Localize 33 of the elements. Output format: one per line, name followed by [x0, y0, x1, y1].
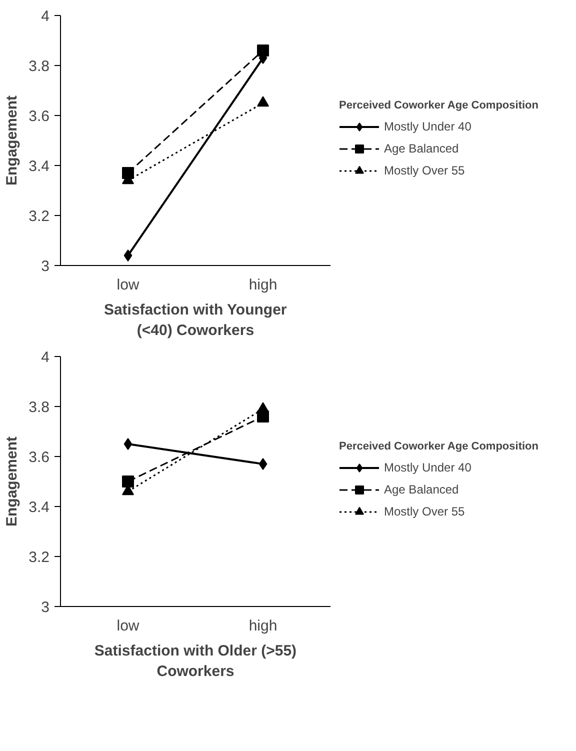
y-tick-label: 3.8 — [28, 399, 50, 416]
x-axis-title: Satisfaction with Younger (<40) Coworkers — [104, 302, 287, 339]
point — [258, 458, 268, 470]
y-tick-label: 4 — [41, 8, 50, 25]
y-tick-label: 3.4 — [28, 499, 50, 516]
x-tick-label: low — [116, 618, 140, 634]
legend-label: Mostly Over 55 — [384, 164, 465, 178]
x-tick-label: high — [248, 276, 278, 294]
point — [257, 44, 269, 56]
y-tick-label: 3.8 — [28, 58, 50, 75]
y-tick-label: 3.2 — [28, 208, 50, 225]
y-axis-title: Engagement — [4, 95, 21, 186]
y-tick-label: 4 — [41, 349, 50, 366]
y-tick-label: 3 — [41, 258, 50, 275]
legend-title: Perceived Coworker Age Composition — [339, 440, 538, 452]
point — [124, 250, 132, 262]
x-axis-title: Satisfaction with Older (>55) Coworkers — [94, 642, 297, 680]
y-tick-label: 3 — [41, 599, 50, 616]
point — [122, 476, 134, 488]
point — [124, 438, 132, 450]
legend-label: Age Balanced — [384, 142, 459, 156]
y-tick-label: 3.6 — [28, 449, 50, 466]
y-axis-title: Engagement — [4, 436, 21, 527]
legend-title: Perceived Coworker Age Composition — [339, 100, 538, 112]
y-tick-label: 3.2 — [28, 549, 50, 566]
legend-label: Mostly Under 40 — [384, 120, 472, 134]
x-tick-label: low — [116, 276, 140, 294]
y-tick-label: 3.6 — [28, 108, 50, 125]
legend-label: Mostly Over 55 — [384, 504, 465, 518]
legend-label: Mostly Under 40 — [384, 460, 472, 474]
x-tick-label: high — [248, 618, 278, 634]
y-tick-label: 3.4 — [28, 158, 50, 175]
legend-label: Age Balanced — [384, 482, 459, 496]
